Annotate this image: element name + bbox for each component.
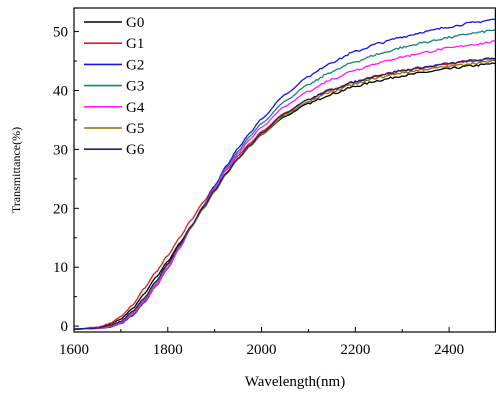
series-line-g6 <box>74 57 496 330</box>
legend-label-g4: G4 <box>126 100 145 116</box>
x-tick-label: 2000 <box>247 342 277 358</box>
series-line-g4 <box>74 40 496 330</box>
y-tick-label: 40 <box>53 83 68 99</box>
x-tick-label: 1600 <box>59 342 89 358</box>
y-axis-label: Transmittance(%) <box>9 127 23 213</box>
y-tick-label: 0 <box>61 319 69 335</box>
series-line-g2 <box>74 18 496 330</box>
x-axis-label: Wavelength(nm) <box>245 374 345 390</box>
x-tick-label: 1800 <box>153 342 183 358</box>
x-tick-label: 2200 <box>340 342 370 358</box>
legend-label-g0: G0 <box>126 15 144 31</box>
series-line-g3 <box>74 29 496 330</box>
legend: G0 G1 G2 G3 G4 G5 G6 <box>84 15 145 158</box>
legend-label-g5: G5 <box>126 121 144 137</box>
y-tick-label: 30 <box>53 142 68 158</box>
tick-labels: 1600 1800 2000 2200 2400 0 10 20 30 40 50 <box>53 25 464 358</box>
legend-label-g2: G2 <box>126 57 144 73</box>
plot-frame <box>73 7 496 333</box>
legend-label-g3: G3 <box>126 79 144 95</box>
y-tick-label: 20 <box>53 201 68 217</box>
axis-ticks <box>73 31 450 332</box>
y-tick-label: 50 <box>53 25 68 41</box>
x-tick-label: 2400 <box>434 342 464 358</box>
legend-label-g1: G1 <box>126 36 144 52</box>
legend-label-g6: G6 <box>126 142 145 158</box>
y-tick-label: 10 <box>53 260 68 276</box>
series-layer <box>74 18 496 331</box>
